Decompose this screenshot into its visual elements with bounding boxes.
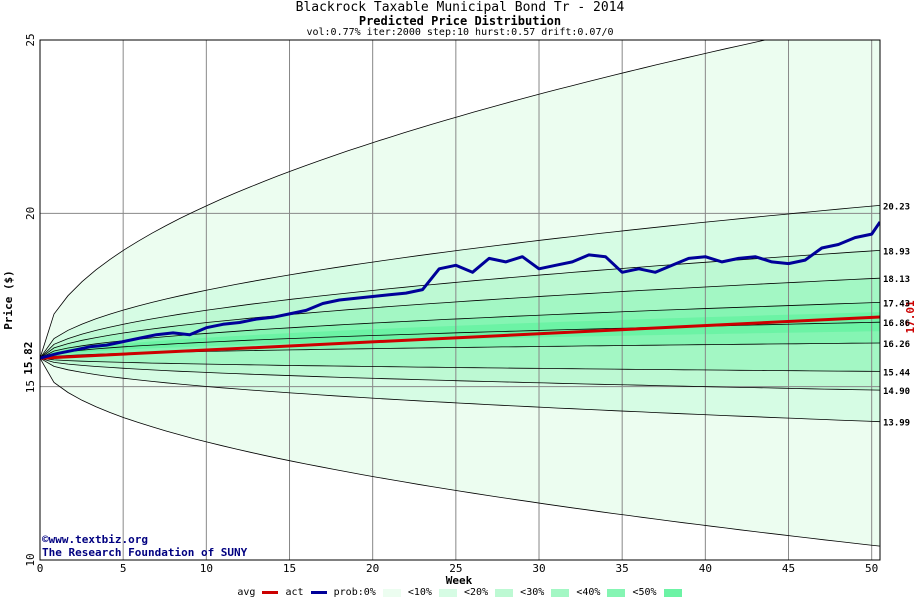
contour-4 bbox=[40, 277, 880, 359]
legend-act-label: act bbox=[285, 587, 304, 598]
axes bbox=[39, 39, 881, 561]
chart-subtitle: Predicted Price Distribution bbox=[358, 14, 562, 28]
band-label-7: 14.90 bbox=[883, 387, 910, 397]
contour-10 bbox=[40, 357, 880, 423]
legend-40-label: <40% bbox=[576, 587, 601, 598]
legend-prob0-swatch bbox=[382, 588, 401, 597]
contour-8 bbox=[40, 357, 880, 372]
legend-20-label: <20% bbox=[464, 587, 489, 598]
band-label-2: 18.13 bbox=[883, 275, 910, 285]
legend-10-swatch bbox=[438, 588, 457, 597]
start-price-label: 15.82 bbox=[22, 342, 35, 375]
act-series-line bbox=[40, 221, 880, 360]
legend-prob0-label: prob:0% bbox=[333, 587, 376, 598]
legend-50-swatch bbox=[663, 588, 682, 597]
x-tick-10: 10 bbox=[200, 562, 213, 575]
band-label-3: 17.43 bbox=[883, 299, 910, 309]
x-tick-45: 45 bbox=[782, 562, 795, 575]
band-label-6: 15.44 bbox=[883, 368, 911, 378]
band-label-8: 13.99 bbox=[883, 419, 910, 429]
contour-lines bbox=[40, 40, 880, 547]
legend-20-swatch bbox=[495, 588, 514, 597]
x-tick-35: 35 bbox=[616, 562, 629, 575]
chart-title: Blackrock Taxable Municipal Bond Tr - 20… bbox=[295, 0, 625, 15]
legend-30-label: <30% bbox=[520, 587, 545, 598]
x-tick-0: 0 bbox=[37, 562, 44, 575]
end-avg-label: 17.01 bbox=[904, 300, 917, 333]
legend-50-label: <50% bbox=[632, 587, 657, 598]
contour-2 bbox=[40, 205, 880, 359]
legend-40-swatch bbox=[607, 588, 626, 597]
legend-avg-swatch bbox=[262, 591, 279, 594]
band-label-1: 18.93 bbox=[883, 247, 910, 257]
legend-10-label: <10% bbox=[407, 587, 432, 598]
legend-act-swatch bbox=[310, 591, 327, 594]
contour-3 bbox=[40, 250, 880, 359]
legend-30-swatch bbox=[551, 588, 570, 597]
chart-parameters: vol:0.77% iter:2000 step:10 hurst:0.57 d… bbox=[306, 27, 614, 38]
y-tick-20: 20 bbox=[24, 207, 37, 220]
probability-bands bbox=[40, 40, 880, 547]
avg-series-line bbox=[40, 315, 880, 360]
contour-9 bbox=[40, 357, 880, 391]
x-tick-20: 20 bbox=[366, 562, 379, 575]
y-tick-25: 25 bbox=[24, 33, 37, 46]
legend: avg act prob:0% <10% <20% <30% <40% <50% bbox=[0, 587, 920, 599]
y-tick-10: 10 bbox=[24, 553, 37, 566]
contour-1 bbox=[40, 358, 880, 547]
series-lines bbox=[40, 221, 880, 360]
x-tick-30: 30 bbox=[532, 562, 545, 575]
x-tick-40: 40 bbox=[699, 562, 712, 575]
plot-frame bbox=[39, 39, 881, 561]
x-axis-label: Week bbox=[446, 574, 473, 587]
y-tick-15: 15 bbox=[24, 380, 37, 393]
contour-5 bbox=[40, 302, 880, 359]
band-center bbox=[40, 312, 880, 359]
y-axis-label: Price ($) bbox=[2, 270, 15, 330]
x-tick-15: 15 bbox=[283, 562, 296, 575]
legend-avg-label: avg bbox=[237, 587, 256, 598]
x-tick-25: 25 bbox=[449, 562, 462, 575]
credit-url: ©www.textbiz.org bbox=[42, 533, 148, 546]
x-tick-5: 5 bbox=[120, 562, 127, 575]
band-label-5: 16.26 bbox=[883, 340, 910, 350]
band-label-4: 16.86 bbox=[883, 319, 910, 329]
x-tick-50: 50 bbox=[865, 562, 878, 575]
contour-0 bbox=[40, 40, 768, 359]
credit-org: The Research Foundation of SUNY bbox=[42, 546, 248, 559]
band-label-0: 20.23 bbox=[883, 202, 910, 212]
